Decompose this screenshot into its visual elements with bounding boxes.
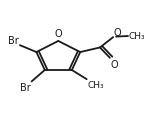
Text: O: O	[111, 60, 118, 70]
Text: O: O	[114, 27, 121, 37]
Text: CH₃: CH₃	[128, 32, 145, 41]
Text: CH₃: CH₃	[87, 80, 104, 89]
Text: Br: Br	[20, 82, 31, 92]
Text: Br: Br	[8, 35, 19, 45]
Text: O: O	[54, 29, 62, 39]
